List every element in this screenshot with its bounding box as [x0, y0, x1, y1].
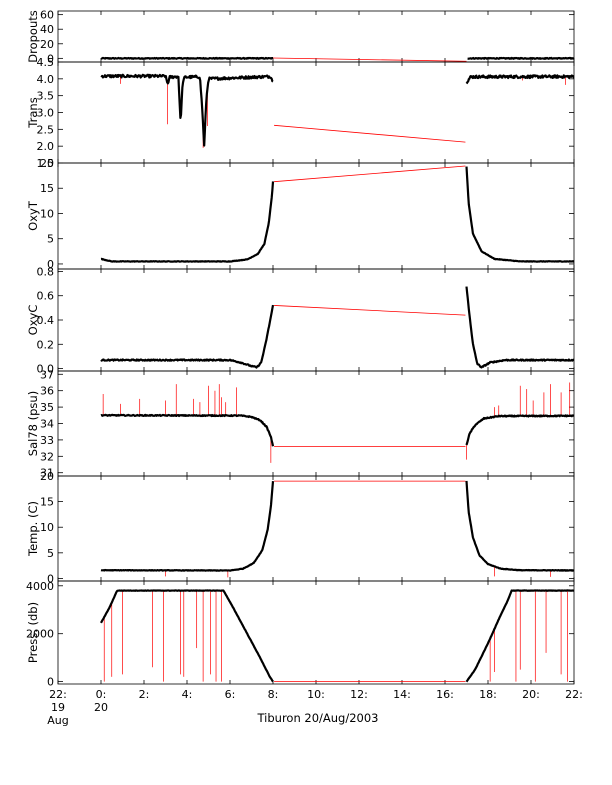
panel-data: [100, 589, 574, 683]
y-tick-label: 4.5: [37, 56, 55, 69]
y-tick-label: 31: [40, 467, 54, 480]
data-series-2: [465, 74, 574, 85]
x-tick-label: 14:: [393, 688, 411, 701]
y-tick-label: 10: [40, 207, 54, 220]
x-tick-label: 8:: [268, 688, 279, 701]
y-axis-label: Dropouts: [26, 10, 40, 63]
gap-line: [274, 305, 466, 316]
data-series-1: [100, 73, 274, 147]
x-tick-label: 0:: [96, 688, 107, 701]
panel-6: 20 15 10 5 0 Temp. (C): [26, 470, 575, 585]
y-axis-label: Trans: [26, 97, 40, 128]
x-tick-label: Aug: [47, 714, 68, 727]
x-tick-label: 4:: [182, 688, 193, 701]
y-tick-label: 10: [40, 521, 54, 534]
y-tick-label: 4000: [26, 580, 54, 593]
x-tick-label: 18:: [479, 688, 497, 701]
panel-data: [100, 480, 574, 578]
y-tick-label: 35: [40, 401, 54, 414]
y-axis-label: OxyT: [26, 200, 40, 231]
panel-2: 4.5 4.0 3.5 3.0 2.5 2.0 1.5 Trans: [26, 56, 575, 170]
y-tick-label: 15: [40, 496, 54, 509]
data-series-1: [100, 181, 275, 263]
y-axis-label: OxyC: [26, 305, 40, 336]
y-tick-label: 2.0: [37, 140, 55, 153]
panel-7: 4000 2000 0 Press. (db): [26, 580, 575, 689]
data-series-2: [465, 286, 574, 369]
y-tick-label: 3.0: [37, 107, 55, 120]
y-tick-label: 3.5: [37, 90, 55, 103]
gap-line: [274, 124, 466, 143]
y-axis-label: Temp. (C): [26, 501, 40, 557]
y-tick-label: 34: [40, 418, 54, 431]
y-tick-label: 60: [40, 9, 54, 22]
y-tick-label: 4.0: [37, 73, 55, 86]
data-series-2: [465, 589, 574, 683]
y-tick-label: 36: [40, 385, 54, 398]
y-tick-label: 0: [47, 572, 54, 585]
x-axis-label: Tiburon 20/Aug/2003: [256, 711, 378, 725]
y-tick-label: 2000: [26, 628, 54, 641]
panel-data: [100, 382, 574, 463]
y-tick-label: 20: [40, 157, 54, 170]
y-tick-label: 5: [47, 547, 54, 560]
y-tick-label: 0: [47, 52, 54, 65]
gap-line: [272, 57, 467, 62]
panel-data: [100, 165, 574, 263]
y-tick-label: 20: [40, 38, 54, 51]
x-tick-label: 22:: [49, 688, 67, 701]
data-series-1: [100, 413, 275, 447]
x-tick-label: 19: [51, 701, 65, 714]
data-series-1: [100, 589, 274, 683]
y-tick-label: 0: [47, 676, 54, 689]
y-tick-label: 1.5: [37, 157, 55, 170]
y-tick-label: 0.4: [37, 314, 55, 327]
data-series-2: [467, 56, 574, 60]
y-axis-label: Press. (db): [26, 602, 40, 663]
data-series-1: [100, 481, 275, 572]
x-tick-label: 22:: [565, 688, 583, 701]
panel-data: [100, 286, 574, 369]
panels-group: 6040200Dropouts4.54.03.53.02.52.01.5Tran…: [26, 9, 575, 689]
data-series-1: [100, 304, 275, 369]
gap-line: [274, 165, 466, 183]
y-tick-label: 40: [40, 23, 54, 36]
y-tick-label: 15: [40, 182, 54, 195]
y-tick-label: 0.8: [37, 265, 55, 278]
panel-3: 20 15 10 5 0 OxyT: [26, 157, 575, 271]
y-axis-label: Sal78 (psu): [26, 391, 40, 456]
y-tick-label: 20: [40, 470, 54, 483]
y-tick-label: 0.2: [37, 338, 55, 351]
x-tick-label: 16:: [436, 688, 454, 701]
y-tick-label: 0.6: [37, 290, 55, 303]
data-series-2: [465, 480, 574, 572]
data-series-2: [465, 414, 574, 446]
y-tick-label: 0: [47, 258, 54, 271]
x-tick-label: 6:: [225, 688, 236, 701]
panel-data: [100, 56, 574, 62]
data-series-1: [100, 56, 274, 60]
x-tick-label: 12:: [350, 688, 368, 701]
y-tick-label: 0.0: [37, 363, 55, 376]
x-tick-label: 2:: [139, 688, 150, 701]
y-tick-label: 5: [47, 233, 54, 246]
panel-data: [100, 73, 574, 148]
x-tick-label: 10:: [307, 688, 325, 701]
x-tick-label: 20: [94, 701, 108, 714]
y-tick-label: 37: [40, 368, 54, 381]
x-tick-label: 20:: [522, 688, 540, 701]
y-tick-label: 32: [40, 450, 54, 463]
data-series-2: [465, 166, 574, 263]
y-tick-label: 2.5: [37, 123, 55, 136]
y-tick-label: 33: [40, 434, 54, 447]
